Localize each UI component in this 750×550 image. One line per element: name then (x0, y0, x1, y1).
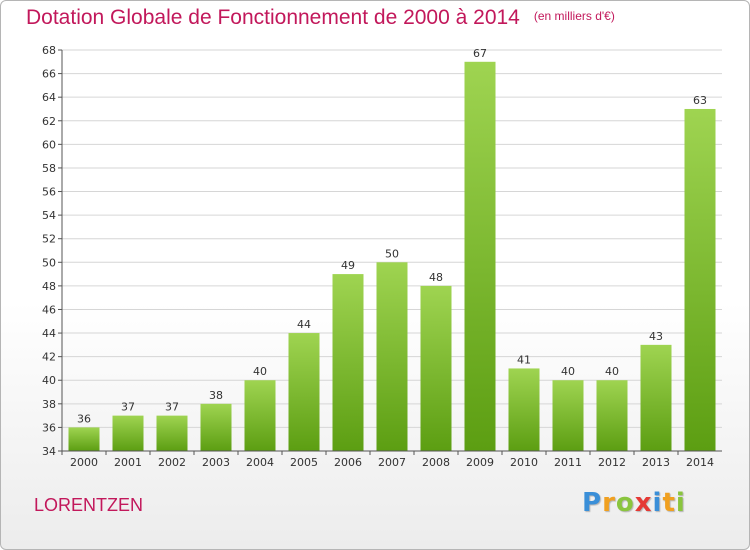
x-tick-label: 2009 (466, 456, 494, 469)
bar (112, 415, 144, 451)
y-tick-label: 38 (42, 398, 56, 411)
data-label: 43 (649, 330, 663, 343)
data-label: 40 (605, 365, 619, 378)
y-tick-label: 40 (42, 374, 56, 387)
y-tick-label: 36 (42, 421, 56, 434)
y-tick-label: 44 (42, 327, 56, 340)
x-tick-label: 2002 (158, 456, 186, 469)
logo-letter: r (602, 488, 616, 518)
x-tick-label: 2004 (246, 456, 274, 469)
x-tick-label: 2006 (334, 456, 362, 469)
chart-title-text: Dotation Globale de Fonctionnement de 20… (26, 6, 520, 29)
y-tick-label: 54 (42, 209, 56, 222)
x-tick-label: 2005 (290, 456, 318, 469)
bar (596, 380, 628, 451)
x-tick-label: 2012 (598, 456, 626, 469)
proxiti-logo: Proxiti (582, 488, 686, 518)
data-label: 37 (121, 401, 135, 414)
bar (508, 368, 540, 451)
data-label: 67 (473, 47, 487, 60)
x-tick-label: 2001 (114, 456, 142, 469)
y-tick-label: 48 (42, 280, 56, 293)
x-tick-label: 2010 (510, 456, 538, 469)
x-tick-label: 2008 (422, 456, 450, 469)
y-tick-label: 66 (42, 68, 56, 81)
y-tick-label: 62 (42, 115, 56, 128)
bar (244, 380, 276, 451)
data-label: 49 (341, 259, 355, 272)
data-label: 63 (693, 94, 707, 107)
bar (684, 108, 716, 452)
bar (332, 274, 364, 451)
bar (376, 262, 408, 451)
data-label: 48 (429, 271, 443, 284)
bar (68, 427, 100, 451)
labels: 34 36 38 40 42 44 46 48 50 52 54 56 58 60 62 64 66 68 36 20… (42, 44, 714, 469)
chart-unit: (en milliers d'€) (533, 9, 615, 23)
bar (288, 333, 320, 451)
bar (200, 403, 232, 451)
chart-title: Dotation Globale de Fonctionnement de 20… (26, 6, 615, 30)
data-label: 40 (561, 365, 575, 378)
y-tick-label: 50 (42, 256, 56, 269)
y-tick-label: 64 (42, 91, 56, 104)
data-label: 36 (77, 412, 91, 425)
logo-letter: i (675, 488, 686, 518)
y-tick-label: 56 (42, 186, 56, 199)
data-label: 40 (253, 365, 267, 378)
data-label: 37 (165, 401, 179, 414)
logo-letter: t (662, 488, 676, 518)
logo-letter: o (615, 488, 635, 518)
bar (420, 285, 452, 451)
y-tick-label: 34 (42, 445, 56, 458)
x-tick-label: 2011 (554, 456, 582, 469)
logo-letter: P (582, 488, 603, 518)
bar (552, 380, 584, 451)
y-tick-label: 58 (42, 162, 56, 175)
x-tick-label: 2000 (70, 456, 98, 469)
logo-letter: i (652, 488, 663, 518)
y-tick-label: 42 (42, 351, 56, 364)
commune-name: LORENTZEN (34, 495, 144, 515)
x-tick-label: 2007 (378, 456, 406, 469)
y-tick-label: 60 (42, 138, 56, 151)
x-tick-label: 2013 (642, 456, 670, 469)
y-tick-label: 46 (42, 303, 56, 316)
bars (68, 61, 716, 452)
x-tick-label: 2003 (202, 456, 230, 469)
y-tick-label: 52 (42, 233, 56, 246)
x-tick-label: 2014 (686, 456, 714, 469)
bar (640, 344, 672, 451)
axes (58, 49, 722, 455)
data-label: 44 (297, 318, 311, 331)
bar (156, 415, 188, 451)
bar (464, 61, 496, 451)
data-label: 50 (385, 247, 399, 260)
y-tick-label: 68 (42, 44, 56, 57)
logo-letter: x (634, 488, 653, 518)
data-label: 41 (517, 353, 531, 366)
data-label: 38 (209, 389, 223, 402)
